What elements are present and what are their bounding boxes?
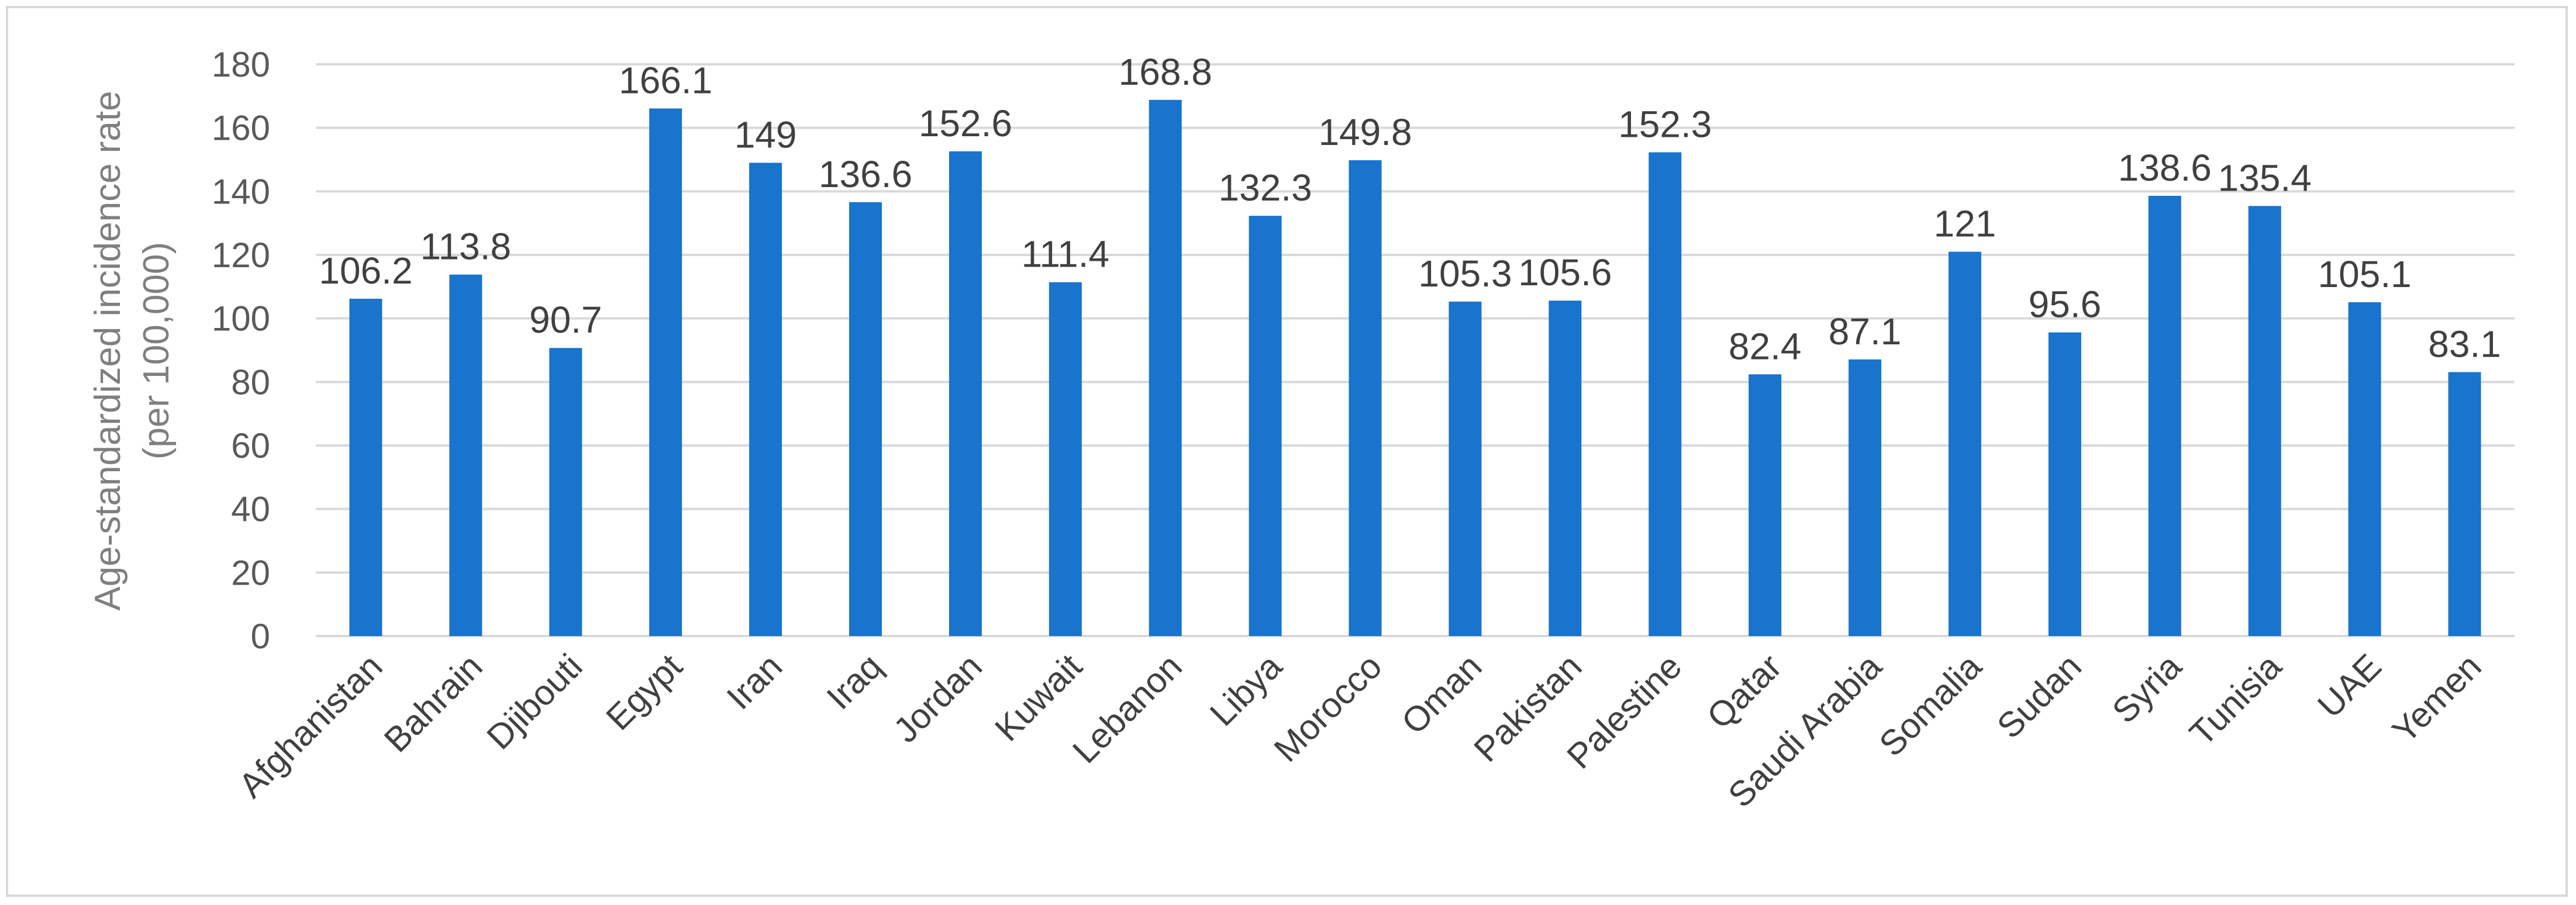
x-category-label: Morocco bbox=[1267, 647, 1389, 769]
y-tick-label: 160 bbox=[212, 109, 270, 148]
x-category-label: Oman bbox=[1394, 647, 1489, 742]
x-category-label: Yemen bbox=[2385, 647, 2489, 751]
data-label: 166.1 bbox=[619, 60, 712, 102]
x-category-label: Iraq bbox=[819, 647, 889, 717]
data-label: 152.3 bbox=[1618, 103, 1712, 146]
y-tick-label: 20 bbox=[231, 553, 270, 592]
data-label: 95.6 bbox=[2029, 284, 2102, 326]
y-tick-label: 40 bbox=[231, 490, 270, 529]
data-label: 105.3 bbox=[1418, 253, 1512, 295]
x-category-label: Bahrain bbox=[377, 647, 490, 760]
data-label: 113.8 bbox=[420, 226, 511, 268]
x-category-label: Lebanon bbox=[1065, 647, 1189, 771]
gridlines bbox=[316, 63, 2515, 637]
bar bbox=[349, 298, 382, 637]
data-label: 136.6 bbox=[819, 153, 912, 195]
data-label: 149.8 bbox=[1318, 111, 1412, 153]
bar bbox=[1549, 300, 1582, 636]
x-category-label: Djibouti bbox=[480, 647, 590, 757]
data-label: 105.6 bbox=[1518, 251, 1612, 293]
data-label: 83.1 bbox=[2428, 323, 2501, 365]
x-category-label: Iran bbox=[719, 647, 789, 717]
data-label: 82.4 bbox=[1729, 325, 1802, 367]
data-label: 168.8 bbox=[1119, 51, 1212, 93]
y-tick-label: 180 bbox=[212, 45, 270, 84]
y-axis-ticks: 0 20 40 60 80 100 120 140 160 180 bbox=[212, 45, 270, 656]
x-category-label: Sudan bbox=[1989, 647, 2089, 746]
bar bbox=[949, 151, 982, 637]
bar bbox=[2348, 302, 2381, 636]
y-axis-title-line2: (per 100,000) bbox=[136, 242, 177, 460]
y-tick-label: 140 bbox=[212, 172, 270, 211]
x-category-label: Qatar bbox=[1699, 647, 1789, 736]
bar bbox=[1449, 301, 1482, 636]
bars bbox=[349, 99, 2481, 637]
bar bbox=[849, 202, 882, 637]
x-category-label: Jordan bbox=[886, 647, 989, 750]
data-label: 152.6 bbox=[919, 102, 1012, 144]
data-label: 111.4 bbox=[1021, 233, 1109, 275]
x-category-label: UAE bbox=[2310, 647, 2389, 726]
x-category-label: Afghanistan bbox=[231, 647, 389, 805]
bar bbox=[749, 163, 782, 636]
data-label: 138.6 bbox=[2118, 147, 2212, 189]
y-tick-label: 120 bbox=[212, 236, 270, 275]
bar bbox=[1049, 282, 1082, 636]
bar bbox=[549, 348, 582, 636]
bar bbox=[1949, 251, 1981, 637]
bar bbox=[449, 274, 482, 637]
x-category-label: Libya bbox=[1202, 646, 1289, 733]
y-tick-label: 60 bbox=[231, 426, 270, 465]
bar bbox=[1349, 160, 1382, 636]
data-label: 87.1 bbox=[1829, 310, 1902, 353]
bar bbox=[1849, 359, 1882, 636]
y-axis-title-line1: Age-standardized incidence rate bbox=[88, 91, 128, 610]
bar bbox=[2448, 372, 2481, 636]
x-category-label: Tunisia bbox=[2182, 646, 2289, 753]
bar bbox=[1149, 99, 1182, 636]
chart-frame bbox=[6, 6, 2568, 897]
bar bbox=[2248, 206, 2281, 636]
y-tick-label: 100 bbox=[212, 299, 270, 338]
data-label: 132.3 bbox=[1219, 167, 1312, 209]
x-category-label: Syria bbox=[2105, 646, 2189, 730]
data-label: 121 bbox=[1934, 203, 1996, 245]
bar bbox=[1249, 216, 1282, 636]
data-label: 90.7 bbox=[529, 299, 602, 341]
y-tick-label: 80 bbox=[231, 362, 270, 402]
x-category-label: Somalia bbox=[1872, 646, 1989, 764]
data-label: 105.1 bbox=[2318, 253, 2412, 295]
bar bbox=[2148, 195, 2181, 636]
data-label: 135.4 bbox=[2218, 157, 2312, 199]
data-label: 149 bbox=[734, 113, 797, 156]
x-category-label: Egypt bbox=[599, 647, 690, 738]
bar bbox=[2048, 332, 2081, 636]
bar bbox=[1749, 374, 1782, 636]
bar bbox=[1649, 152, 1682, 637]
y-tick-label: 0 bbox=[251, 617, 270, 656]
bar bbox=[649, 108, 682, 637]
data-label: 106.2 bbox=[319, 250, 412, 292]
